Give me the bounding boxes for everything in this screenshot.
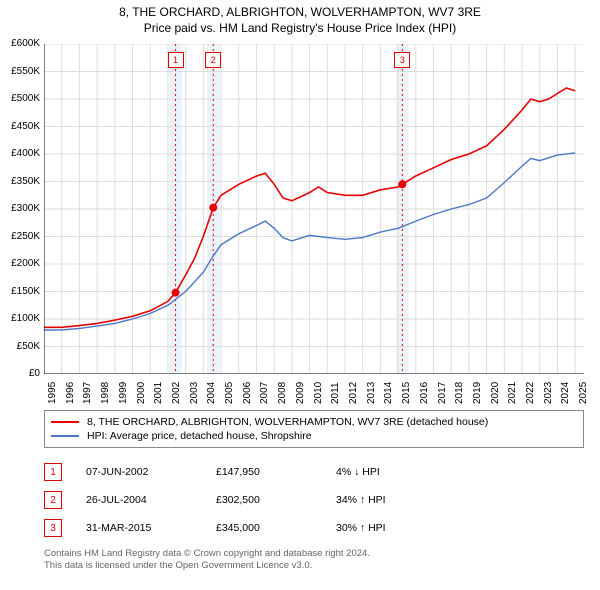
legend-row: HPI: Average price, detached house, Shro… — [51, 429, 577, 443]
page-root: 8, THE ORCHARD, ALBRIGHTON, WOLVERHAMPTO… — [0, 0, 600, 590]
x-tick-label: 2017 — [437, 382, 448, 404]
y-tick-label: £100K — [0, 313, 40, 324]
legend-box: 8, THE ORCHARD, ALBRIGHTON, WOLVERHAMPTO… — [44, 410, 584, 448]
x-tick-label: 2016 — [419, 382, 430, 404]
x-tick-label: 2013 — [366, 382, 377, 404]
chart-title: 8, THE ORCHARD, ALBRIGHTON, WOLVERHAMPTO… — [0, 0, 600, 36]
transaction-delta: 30% ↑ HPI — [336, 522, 446, 534]
y-tick-label: £0 — [0, 368, 40, 379]
y-tick-label: £400K — [0, 148, 40, 159]
x-tick-label: 2000 — [136, 382, 147, 404]
legend-label: HPI: Average price, detached house, Shro… — [87, 430, 312, 442]
x-tick-label: 2025 — [578, 382, 589, 404]
legend-swatch — [51, 421, 79, 423]
transactions-table: 1 07-JUN-2002£147,9504% ↓ HPI 2 26-JUL-2004… — [44, 458, 584, 542]
transaction-badge: 2 — [44, 491, 62, 509]
legend-swatch — [51, 435, 79, 437]
y-tick-label: £250K — [0, 231, 40, 242]
y-tick-label: £50K — [0, 341, 40, 352]
legend-row: 8, THE ORCHARD, ALBRIGHTON, WOLVERHAMPTO… — [51, 415, 577, 429]
footer-line-1: Contains HM Land Registry data © Crown c… — [44, 548, 370, 559]
x-tick-label: 2004 — [206, 382, 217, 404]
x-tick-label: 2002 — [171, 382, 182, 404]
x-tick-label: 1997 — [82, 382, 93, 404]
x-tick-label: 1998 — [100, 382, 111, 404]
y-tick-label: £350K — [0, 176, 40, 187]
y-tick-label: £300K — [0, 203, 40, 214]
transaction-badge: 3 — [44, 519, 62, 537]
x-tick-label: 2001 — [153, 382, 164, 404]
transaction-date: 26-JUL-2004 — [86, 494, 216, 506]
x-tick-label: 2023 — [543, 382, 554, 404]
x-tick-label: 2014 — [383, 382, 394, 404]
x-tick-label: 2012 — [348, 382, 359, 404]
chart-svg — [44, 44, 584, 374]
y-tick-label: £200K — [0, 258, 40, 269]
y-tick-label: £600K — [0, 38, 40, 49]
transaction-row: 3 31-MAR-2015£345,00030% ↑ HPI — [44, 514, 584, 542]
x-tick-label: 2005 — [224, 382, 235, 404]
x-tick-label: 2011 — [330, 382, 341, 404]
x-tick-label: 2024 — [560, 382, 571, 404]
transaction-date: 31-MAR-2015 — [86, 522, 216, 534]
y-tick-label: £500K — [0, 93, 40, 104]
chart-area — [44, 44, 584, 374]
transaction-row: 2 26-JUL-2004£302,50034% ↑ HPI — [44, 486, 584, 514]
x-tick-label: 2010 — [313, 382, 324, 404]
x-tick-label: 2007 — [259, 382, 270, 404]
x-tick-label: 2015 — [401, 382, 412, 404]
legend-label: 8, THE ORCHARD, ALBRIGHTON, WOLVERHAMPTO… — [87, 416, 488, 428]
x-tick-label: 2008 — [277, 382, 288, 404]
transaction-badge: 1 — [44, 463, 62, 481]
x-tick-label: 2020 — [490, 382, 501, 404]
x-tick-label: 1996 — [65, 382, 76, 404]
x-tick-label: 2022 — [525, 382, 536, 404]
x-tick-label: 2018 — [454, 382, 465, 404]
x-tick-label: 2019 — [472, 382, 483, 404]
chart-marker-badge: 3 — [394, 52, 410, 68]
footer-attribution: Contains HM Land Registry data © Crown c… — [44, 548, 584, 573]
x-tick-label: 2009 — [295, 382, 306, 404]
title-line-1: 8, THE ORCHARD, ALBRIGHTON, WOLVERHAMPTO… — [119, 5, 481, 19]
x-tick-label: 1995 — [47, 382, 58, 404]
transaction-price: £147,950 — [216, 466, 336, 478]
x-tick-label: 2021 — [507, 382, 518, 404]
x-tick-label: 2006 — [242, 382, 253, 404]
chart-marker-badge: 1 — [168, 52, 184, 68]
footer-line-2: This data is licensed under the Open Gov… — [44, 560, 312, 571]
title-line-2: Price paid vs. HM Land Registry's House … — [144, 21, 456, 35]
chart-marker-badge: 2 — [205, 52, 221, 68]
x-tick-label: 1999 — [118, 382, 129, 404]
transaction-row: 1 07-JUN-2002£147,9504% ↓ HPI — [44, 458, 584, 486]
x-tick-label: 2003 — [189, 382, 200, 404]
transaction-delta: 4% ↓ HPI — [336, 466, 446, 478]
transaction-delta: 34% ↑ HPI — [336, 494, 446, 506]
y-tick-label: £150K — [0, 286, 40, 297]
y-tick-label: £550K — [0, 66, 40, 77]
transaction-price: £345,000 — [216, 522, 336, 534]
y-tick-label: £450K — [0, 121, 40, 132]
transaction-date: 07-JUN-2002 — [86, 466, 216, 478]
transaction-price: £302,500 — [216, 494, 336, 506]
